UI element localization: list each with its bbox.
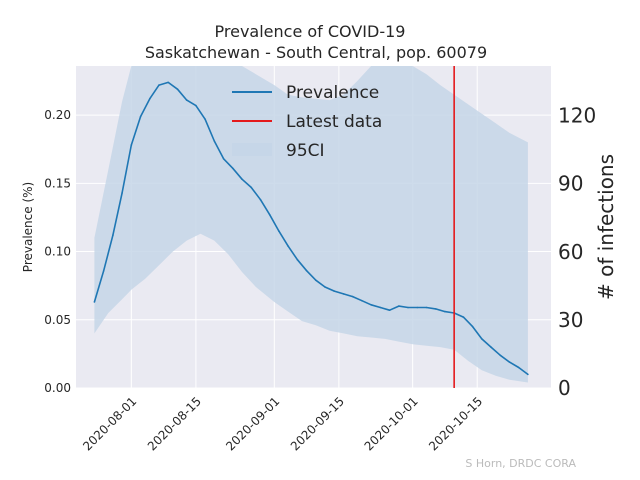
y-tick-label: 0.15 (44, 176, 71, 190)
prevalence-line (93, 81, 529, 376)
x-tick-label: 2020-10-15 (426, 394, 485, 453)
x-tick-label: 2020-09-15 (288, 394, 347, 453)
prevalence-point (250, 186, 252, 189)
prevalence-point (361, 299, 363, 302)
prevalence-point (185, 99, 188, 101)
legend-latest-label: Latest data (286, 112, 382, 132)
y2-axis-ticks: 0 30 60 90 120 (558, 104, 596, 400)
y2-tick-label: 30 (558, 308, 583, 332)
y2-axis-label: # of infections (594, 154, 618, 300)
credit-text: S Horn, DRDC CORA (465, 457, 576, 470)
prevalence-point (139, 115, 142, 118)
x-tick-label: 2020-10-01 (362, 394, 421, 453)
legend: Prevalence Latest data 95CI (232, 83, 382, 161)
x-tick-label: 2020-08-01 (80, 394, 139, 453)
prevalence-point (296, 258, 299, 261)
prevalence-point (324, 286, 326, 288)
prevalence-point (176, 88, 179, 90)
prevalence-point (490, 346, 492, 348)
prevalence-point (471, 325, 474, 328)
prevalence-point (499, 354, 502, 357)
prevalence-point (167, 81, 169, 84)
prevalence-point (268, 213, 271, 216)
y2-tick-label: 120 (558, 104, 596, 128)
prevalence-point (195, 104, 197, 107)
prevalence-point (434, 308, 437, 310)
prevalence-point (241, 178, 243, 180)
prevalence-point (278, 230, 280, 232)
chart-subtitle: Saskatchewan - South Central, pop. 60079 (145, 43, 487, 62)
y-tick-label: 0.10 (44, 245, 71, 259)
prevalence-point (444, 310, 446, 313)
y-tick-label: 0.00 (44, 381, 71, 395)
prevalence-point (425, 306, 428, 309)
prevalence-point (517, 366, 520, 369)
prevalence-point (481, 338, 483, 340)
prevalence-point (407, 306, 409, 309)
prevalence-point (462, 316, 465, 318)
prevalence-point (130, 144, 133, 146)
prevalence-point (388, 309, 391, 312)
prevalence-point (158, 84, 160, 86)
x-tick-label: 2020-08-15 (145, 394, 204, 453)
prevalence-point (204, 118, 206, 120)
prevalence-point (416, 306, 419, 309)
prevalence-point (102, 269, 105, 272)
prevalence-point (315, 279, 317, 282)
prevalence-point (287, 245, 289, 247)
y-axis-label: Prevalence (%) (21, 182, 35, 272)
prevalence-point (351, 295, 354, 298)
prevalence-point (527, 373, 529, 376)
legend-ci-label: 95CI (286, 141, 325, 161)
prevalence-point (305, 269, 308, 272)
prevalence-point (121, 192, 123, 194)
prevalence-point (149, 97, 151, 100)
x-axis-ticks: 2020-08-01 2020-08-15 2020-09-01 2020-09-15… (80, 394, 485, 453)
chart-title: Prevalence of COVID-19 (215, 22, 406, 41)
prevalence-point (213, 140, 216, 142)
y-tick-label: 0.05 (44, 313, 71, 327)
x-tick-label: 2020-09-01 (223, 394, 282, 453)
prevalence-point (508, 361, 511, 363)
prevalence-line-layer (93, 81, 529, 376)
prevalence-point (93, 301, 96, 303)
y-tick-label: 0.20 (44, 108, 71, 122)
legend-prevalence-label: Prevalence (286, 83, 379, 103)
prevalence-point (222, 158, 225, 160)
prevalence-point (112, 234, 114, 236)
y2-tick-label: 90 (558, 172, 583, 196)
ci-band-layer (94, 66, 528, 383)
y2-tick-label: 0 (558, 376, 571, 400)
prevalence-point (398, 305, 400, 307)
legend-ci-swatch (232, 143, 272, 156)
prevalence-point (342, 293, 345, 295)
prevalence-point (370, 304, 372, 306)
ci-band (94, 66, 528, 383)
y-axis-ticks: 0.00 0.05 0.10 0.15 0.20 (44, 108, 71, 395)
y2-tick-label: 60 (558, 240, 583, 264)
prevalence-point (379, 306, 382, 309)
prevalence-point (333, 290, 336, 292)
prevalence-point (259, 198, 262, 201)
prevalence-point (232, 167, 234, 170)
